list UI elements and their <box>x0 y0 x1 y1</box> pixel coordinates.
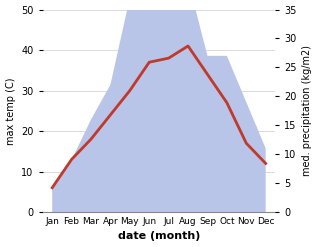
X-axis label: date (month): date (month) <box>118 231 200 242</box>
Y-axis label: med. precipitation (kg/m2): med. precipitation (kg/m2) <box>302 45 313 176</box>
Y-axis label: max temp (C): max temp (C) <box>5 77 16 144</box>
